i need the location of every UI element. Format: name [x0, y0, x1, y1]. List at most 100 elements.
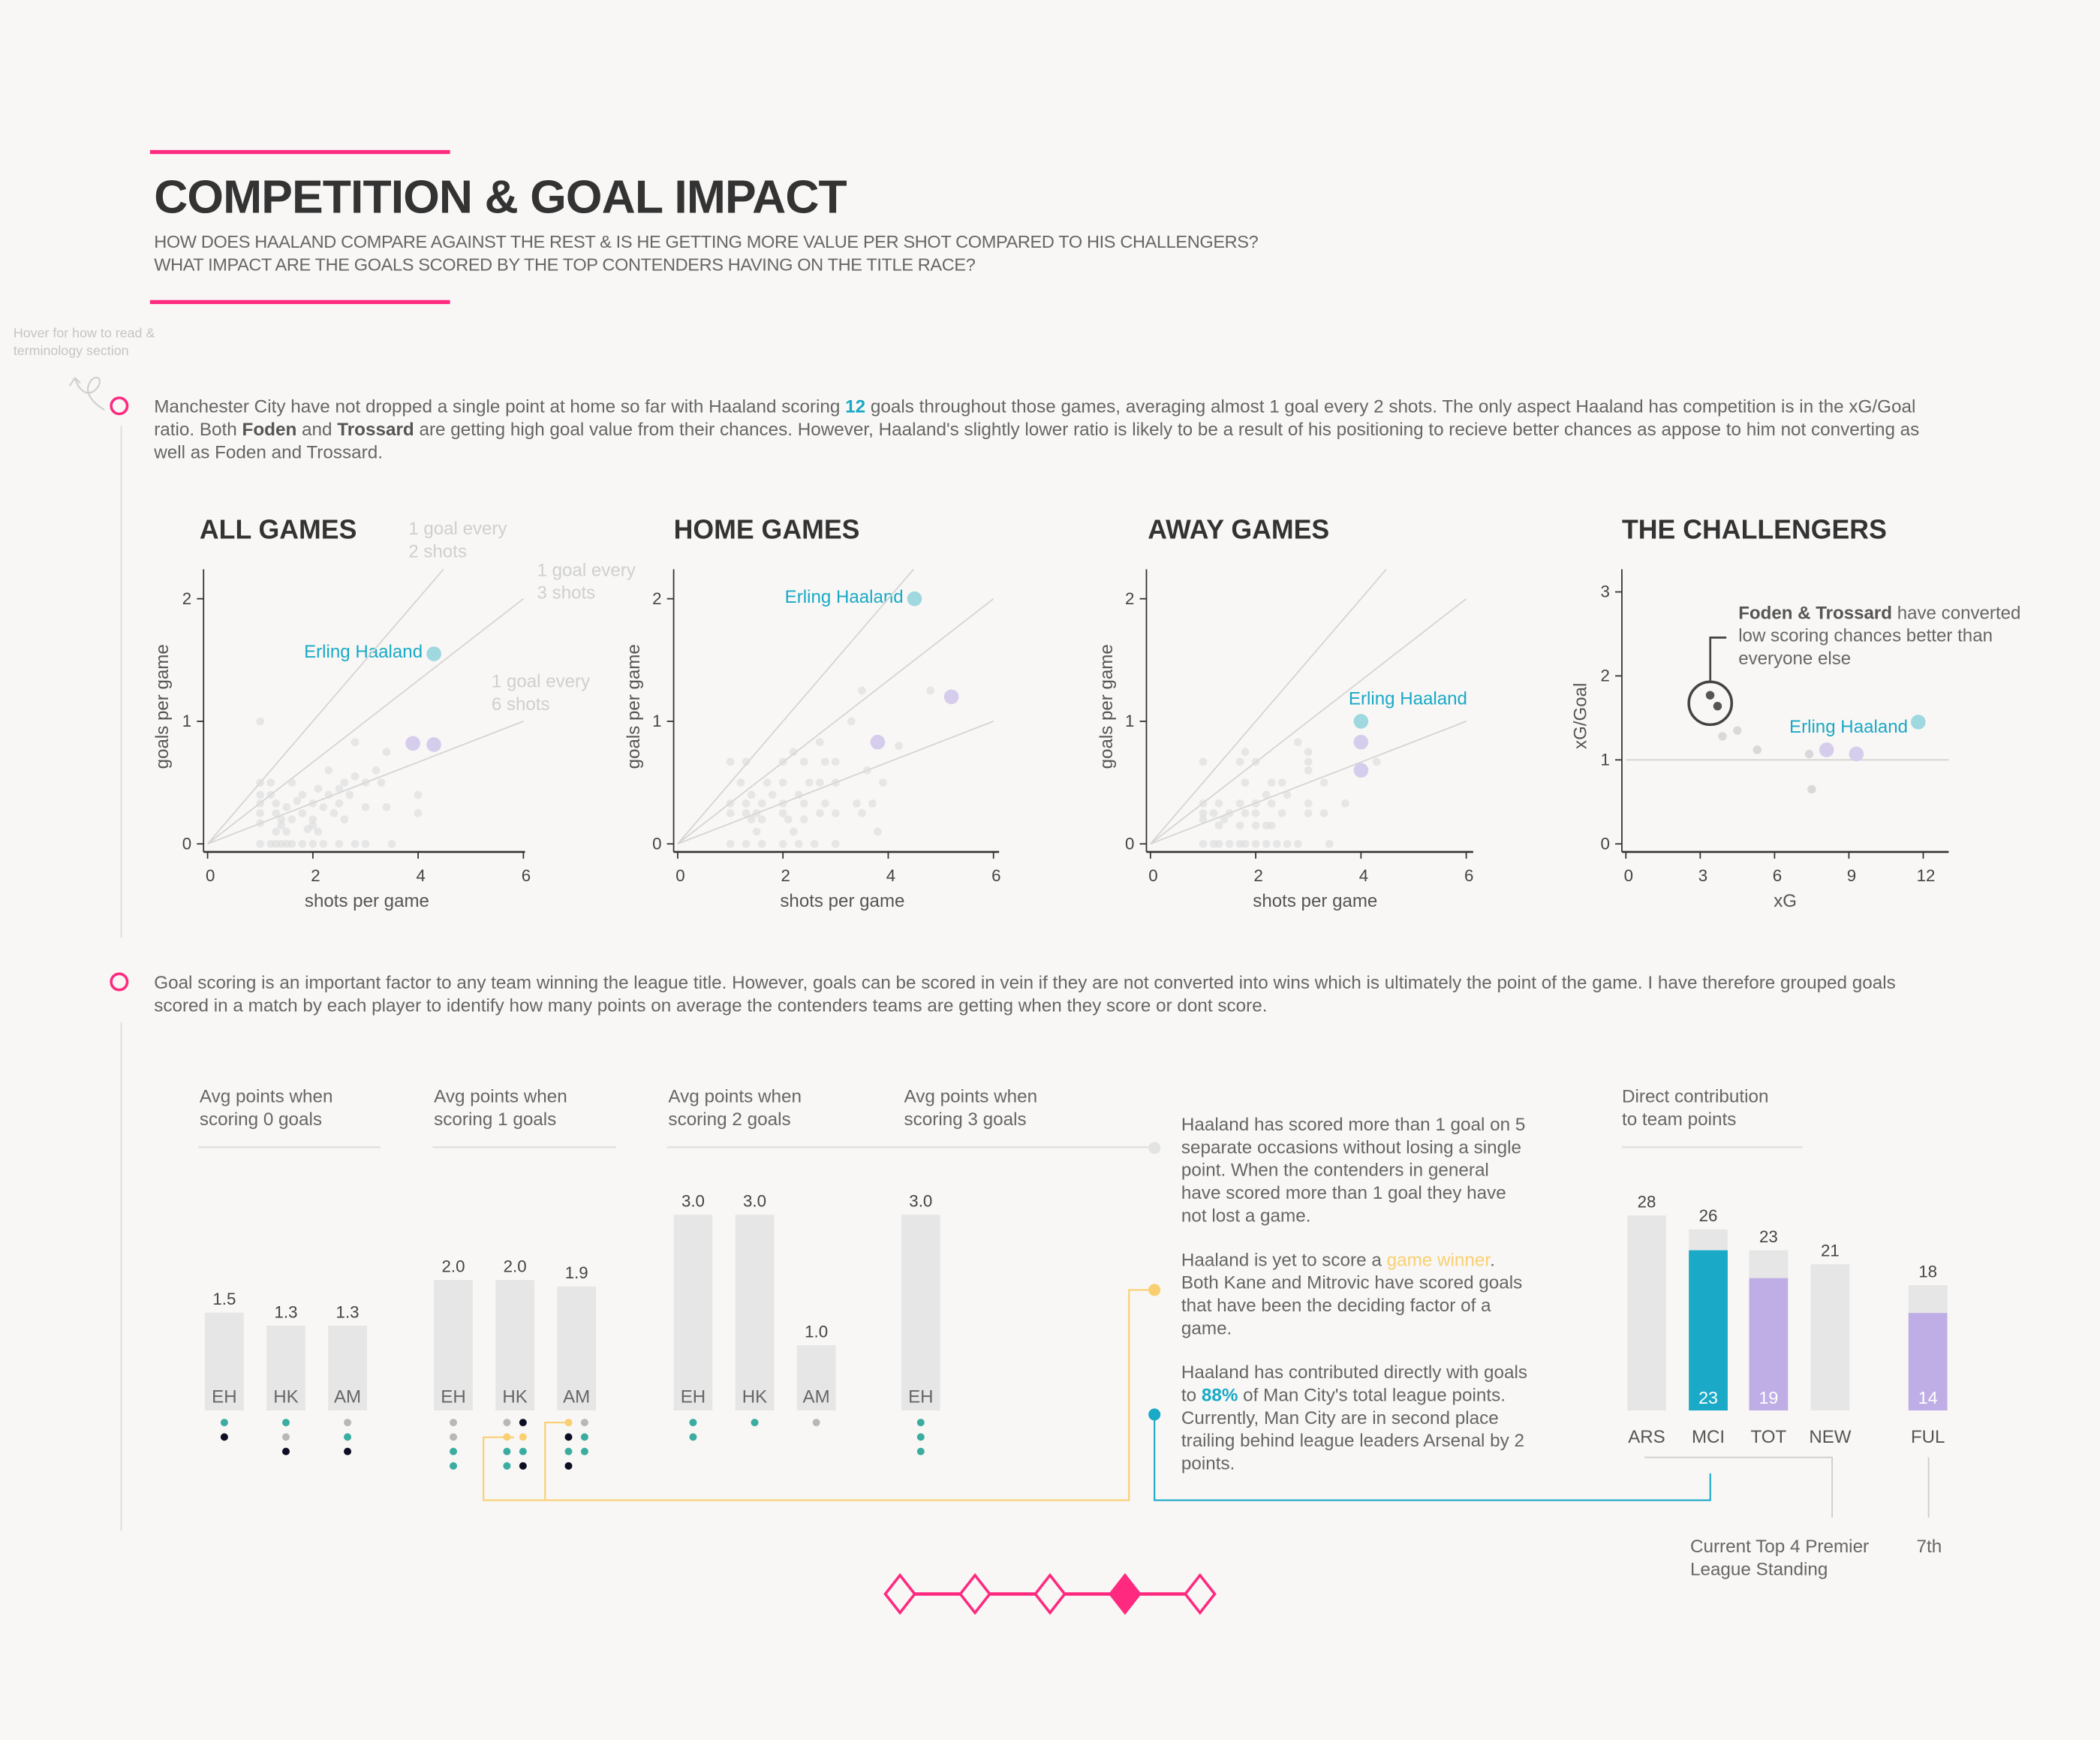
challenger-point	[1849, 746, 1864, 762]
y-tick-label: 0	[182, 834, 191, 853]
text: 6 shots	[491, 694, 550, 715]
contribution-dot	[1148, 1408, 1161, 1421]
player-point	[266, 790, 275, 799]
text: have converted low scoring chances bette…	[1738, 602, 2021, 669]
haaland-label: Erling Haaland	[304, 641, 423, 662]
player-point	[1251, 809, 1260, 817]
player-point	[1262, 839, 1271, 848]
player-point	[324, 790, 333, 799]
player-point	[256, 839, 265, 848]
challenger-point	[1353, 763, 1369, 778]
text: Direct contribution	[1621, 1086, 1769, 1106]
player-point	[763, 778, 772, 787]
team-label: ARS	[1628, 1427, 1665, 1447]
group-header-1-goals: Avg points when scoring 1 goals	[434, 1085, 567, 1130]
x-axis-label: shots per game	[1253, 890, 1378, 911]
x-axis-label: shots per game	[780, 890, 905, 911]
text: Haaland has contributed directly with go…	[1181, 1362, 1528, 1405]
text: Foden & Trossard	[1738, 602, 1893, 623]
section-marker-1[interactable]	[110, 396, 129, 416]
match-dot-black	[344, 1447, 352, 1456]
ref-line-label-2-shots: 1 goal every 2 shots	[408, 517, 507, 563]
x-tick-label: 9	[1847, 866, 1856, 885]
player-point	[831, 809, 840, 817]
player-point	[815, 778, 824, 787]
player-point	[742, 839, 751, 848]
player-point	[256, 819, 265, 827]
challenger-point	[1819, 742, 1834, 757]
player-point	[726, 839, 735, 848]
bar-contribution-value: 19	[1759, 1388, 1778, 1407]
x-tick-label: 12	[1917, 866, 1936, 885]
player-point	[314, 784, 323, 793]
page-2-diamond-icon[interactable]	[958, 1573, 991, 1615]
y-tick-label: 1	[1600, 750, 1609, 769]
page-3-diamond-icon[interactable]	[1033, 1573, 1067, 1615]
player-point	[1277, 809, 1286, 817]
player-point	[277, 815, 286, 823]
player-point	[361, 839, 370, 848]
bar-total-value: 18	[1918, 1262, 1937, 1281]
page-4-diamond-icon[interactable]	[1109, 1573, 1142, 1615]
page-5-diamond-icon[interactable]	[1183, 1573, 1217, 1615]
match-dot-teal	[580, 1447, 588, 1456]
section-marker-2[interactable]	[110, 972, 129, 992]
match-dot-teal	[916, 1433, 925, 1441]
player-point	[757, 815, 766, 823]
page-title: COMPETITION & GOAL IMPACT	[154, 171, 847, 224]
match-dot-teal	[503, 1462, 511, 1470]
player-point	[1293, 738, 1302, 747]
player-point	[319, 802, 328, 811]
player-point	[1199, 839, 1208, 848]
highlight-ring	[1687, 680, 1734, 727]
ful-position-label: 7th	[1916, 1536, 1942, 1557]
text: and	[296, 419, 338, 440]
player-point	[298, 809, 307, 817]
x-tick-label: 2	[311, 866, 320, 885]
player-point	[742, 757, 751, 766]
hint-arrow-icon	[68, 376, 105, 411]
bar-hk	[495, 1280, 534, 1411]
player-point	[1267, 799, 1276, 808]
bar-value: 3.0	[909, 1192, 932, 1211]
match-dot-yellow	[564, 1419, 573, 1427]
player-point	[256, 809, 265, 817]
player-point	[372, 766, 381, 775]
page-1-diamond-icon[interactable]	[883, 1573, 917, 1615]
bar-value: 2.0	[442, 1257, 465, 1276]
player-point	[387, 839, 396, 848]
player-point	[1241, 809, 1250, 817]
y-tick-label: 2	[1600, 667, 1609, 685]
player-point	[324, 766, 333, 775]
player-point	[778, 757, 787, 766]
challenger-point	[1353, 734, 1369, 750]
player-point	[1251, 821, 1260, 830]
player-point	[778, 809, 787, 817]
player-point	[1214, 839, 1223, 848]
bar-player-label: EH	[908, 1386, 933, 1407]
player-point	[789, 827, 798, 836]
bar-contribution-ful	[1908, 1313, 1948, 1411]
player-point	[747, 790, 756, 799]
player-point	[361, 802, 370, 811]
player-point	[820, 799, 829, 808]
match-dot-teal	[344, 1433, 352, 1441]
player-point	[303, 825, 312, 833]
text: Avg points when	[668, 1086, 802, 1106]
match-dot-grey	[580, 1419, 588, 1427]
accent-bar-top	[149, 149, 450, 155]
player-point	[1304, 809, 1313, 817]
player-point	[377, 778, 386, 787]
bar-value: 1.3	[274, 1302, 297, 1321]
game-winner-highlight: game winner	[1386, 1249, 1491, 1270]
player-point	[726, 799, 735, 808]
group-header-0-goals: Avg points when scoring 0 goals	[200, 1085, 333, 1130]
player-point	[256, 799, 265, 808]
help-hint[interactable]: Hover for how to read & terminology sect…	[13, 327, 155, 360]
foden-trossard-point	[1705, 691, 1715, 700]
x-tick-label: 6	[991, 866, 1000, 885]
player-point	[926, 686, 934, 695]
x-tick-label: 0	[675, 866, 684, 885]
bar-am	[557, 1286, 597, 1411]
